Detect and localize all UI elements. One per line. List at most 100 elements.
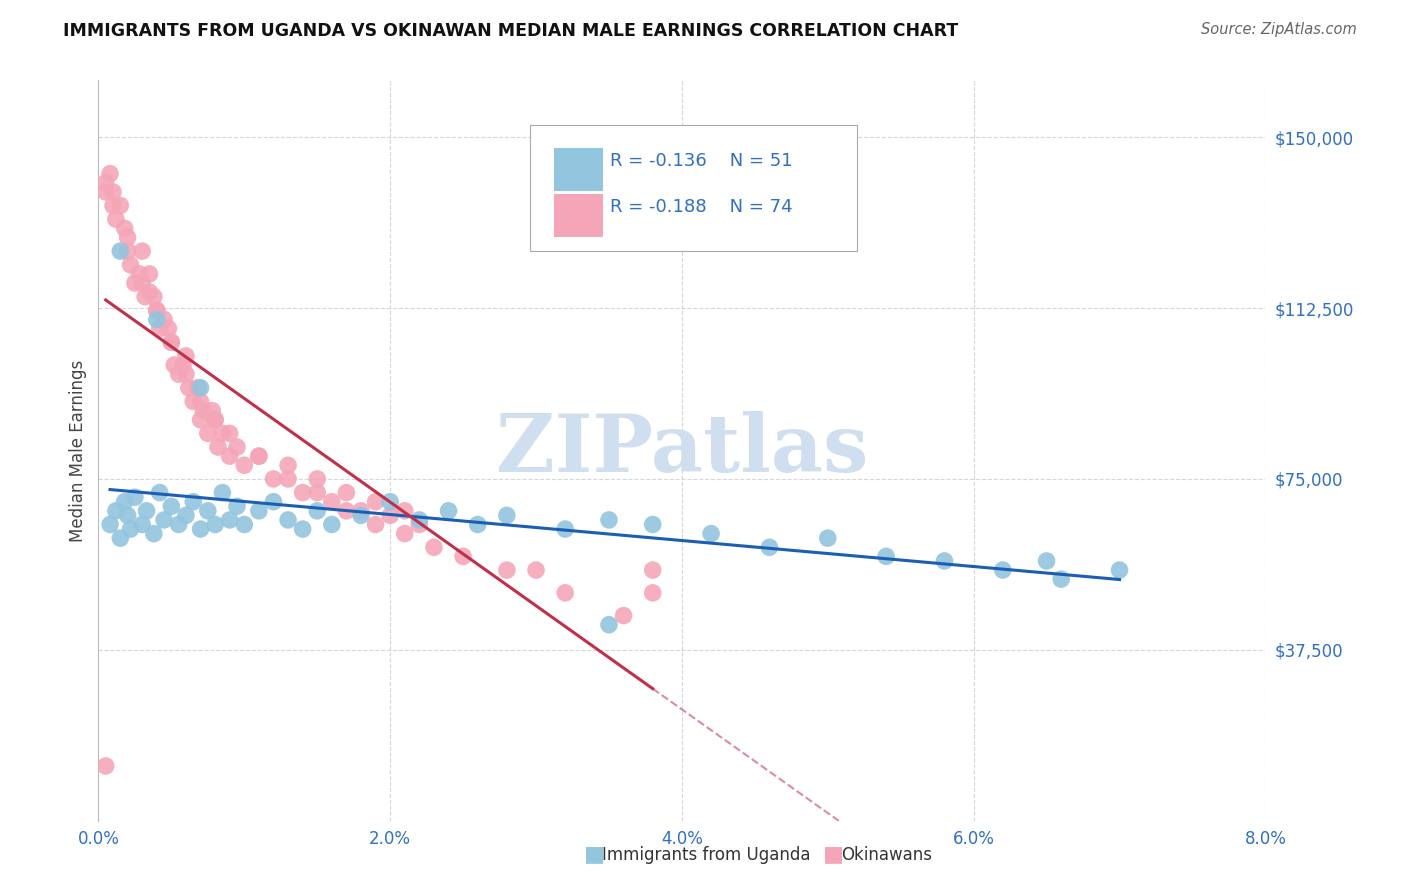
Point xyxy=(181,394,204,409)
Text: ZIPatlas: ZIPatlas xyxy=(496,411,868,490)
Point xyxy=(94,176,117,190)
Point xyxy=(181,494,204,508)
Point xyxy=(177,381,200,395)
Point xyxy=(335,485,357,500)
Point xyxy=(149,321,172,335)
Point xyxy=(307,485,329,500)
Point xyxy=(167,367,190,381)
Point xyxy=(190,522,212,536)
Point xyxy=(197,504,219,518)
Point xyxy=(187,381,209,395)
Point xyxy=(226,440,249,454)
Point xyxy=(211,485,233,500)
Point xyxy=(817,531,839,545)
Point xyxy=(104,504,127,518)
Point xyxy=(160,335,183,350)
Point xyxy=(204,413,226,427)
Point xyxy=(380,494,402,508)
Point xyxy=(408,513,430,527)
Point xyxy=(218,449,240,463)
Point xyxy=(226,500,249,514)
Point xyxy=(174,349,197,363)
Point xyxy=(277,472,299,486)
Point xyxy=(380,508,402,523)
Point xyxy=(247,504,270,518)
Point xyxy=(554,522,576,536)
Point xyxy=(120,522,142,536)
Point xyxy=(124,490,146,504)
Point xyxy=(142,526,165,541)
Point xyxy=(190,413,212,427)
Point xyxy=(262,494,284,508)
Point xyxy=(247,449,270,463)
Point xyxy=(163,358,186,372)
Point xyxy=(131,244,153,259)
Point xyxy=(190,381,212,395)
Point xyxy=(277,458,299,473)
Point xyxy=(157,321,180,335)
Point xyxy=(172,358,194,372)
Point xyxy=(211,426,233,441)
Text: ■: ■ xyxy=(823,845,844,864)
Point xyxy=(128,267,150,281)
Point xyxy=(117,508,139,523)
Point xyxy=(394,526,416,541)
Point xyxy=(110,198,132,212)
FancyBboxPatch shape xyxy=(530,125,858,251)
Text: IMMIGRANTS FROM UGANDA VS OKINAWAN MEDIAN MALE EARNINGS CORRELATION CHART: IMMIGRANTS FROM UGANDA VS OKINAWAN MEDIA… xyxy=(63,22,959,40)
Point xyxy=(641,517,664,532)
Point xyxy=(94,185,117,199)
Text: R = -0.136    N = 51: R = -0.136 N = 51 xyxy=(610,153,792,170)
FancyBboxPatch shape xyxy=(554,194,603,237)
Point xyxy=(124,276,146,290)
Point xyxy=(134,290,156,304)
Point xyxy=(612,608,634,623)
Point xyxy=(1035,554,1057,568)
Point xyxy=(94,759,117,773)
Point xyxy=(190,394,212,409)
Point xyxy=(321,494,343,508)
Point xyxy=(247,449,270,463)
Point xyxy=(364,494,387,508)
Point xyxy=(207,440,229,454)
Text: ■: ■ xyxy=(583,845,605,864)
Point xyxy=(110,531,132,545)
Point xyxy=(277,513,299,527)
Point xyxy=(496,508,519,523)
Point xyxy=(218,426,240,441)
Point xyxy=(114,221,136,235)
Point xyxy=(135,504,157,518)
Point xyxy=(146,312,169,326)
Point xyxy=(233,458,256,473)
Point xyxy=(114,494,136,508)
Point xyxy=(160,335,183,350)
Point xyxy=(1108,563,1130,577)
Point xyxy=(98,167,121,181)
Point xyxy=(149,485,172,500)
Point xyxy=(291,485,314,500)
Point xyxy=(120,258,142,272)
Point xyxy=(423,541,446,555)
FancyBboxPatch shape xyxy=(554,148,603,191)
Point xyxy=(110,244,132,259)
Point xyxy=(598,617,620,632)
Point xyxy=(496,563,519,577)
Point xyxy=(641,586,664,600)
Point xyxy=(174,367,197,381)
Point xyxy=(153,513,176,527)
Y-axis label: Median Male Earnings: Median Male Earnings xyxy=(69,359,87,541)
Text: Immigrants from Uganda: Immigrants from Uganda xyxy=(602,846,810,863)
Point xyxy=(197,426,219,441)
Point xyxy=(201,403,224,417)
Point xyxy=(408,517,430,532)
Point xyxy=(262,472,284,486)
Point xyxy=(524,563,547,577)
Point xyxy=(394,504,416,518)
Point xyxy=(364,517,387,532)
Point xyxy=(700,526,723,541)
Point xyxy=(451,549,474,564)
Text: R = -0.188    N = 74: R = -0.188 N = 74 xyxy=(610,198,792,216)
Point xyxy=(153,312,176,326)
Point xyxy=(598,513,620,527)
Point xyxy=(991,563,1014,577)
